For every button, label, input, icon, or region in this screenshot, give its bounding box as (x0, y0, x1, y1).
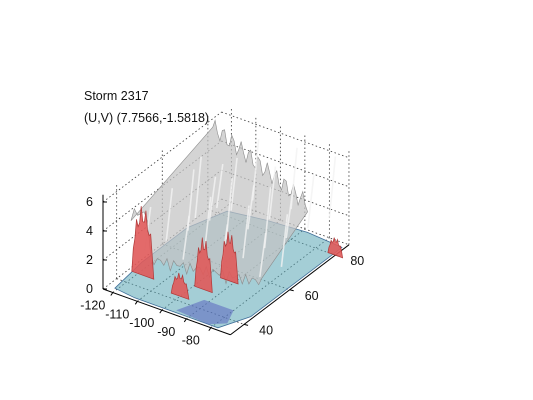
z-tick-label: 0 (86, 282, 93, 296)
surface-highlight (247, 185, 255, 230)
surface-highlight (182, 215, 190, 260)
z-tick-label: 4 (86, 224, 93, 238)
y-tick-label: 40 (259, 323, 273, 337)
x-tick-label: -100 (129, 316, 154, 330)
x-tick (159, 309, 163, 314)
x-tick (110, 292, 114, 296)
inner-isosurface (131, 206, 155, 280)
surface-base (176, 299, 234, 325)
x-tick (208, 327, 212, 331)
surface-highlight (259, 232, 267, 278)
x-tick (183, 318, 187, 323)
inner-isosurface (194, 237, 213, 294)
x-axis (102, 288, 231, 336)
grid-line (102, 111, 222, 203)
surface-highlight (203, 196, 212, 250)
x-tick-label: -120 (80, 299, 105, 313)
x-tick-label: -110 (105, 307, 129, 321)
chart-title: Storm 2317 (84, 89, 149, 103)
surface-highlight (216, 163, 224, 209)
x-tick-label: -80 (182, 334, 200, 348)
surface-highlight (194, 156, 202, 219)
surface-highlight (280, 214, 289, 267)
z-tick-label: 2 (86, 253, 93, 267)
grid-line (221, 140, 350, 188)
grid-line (221, 198, 350, 246)
inner-isosurface (327, 237, 344, 259)
surface-highlight (285, 193, 293, 239)
grid-line (221, 169, 350, 217)
chart-subtitle: (U,V) (7.7566,-1.5818) (84, 111, 210, 125)
y-tick (289, 289, 294, 292)
surface-highlight (328, 156, 337, 218)
surface-highlight (230, 157, 238, 211)
inner-isosurface (170, 272, 190, 300)
tick-labels: -120-110-100-90 -80 40 60 80 0 2 4 6 (80, 195, 364, 348)
y-tick-label: 60 (305, 289, 319, 303)
z-tick-label: 6 (86, 195, 93, 209)
inner-isosurface (220, 231, 239, 285)
storm-surface (114, 119, 344, 329)
surface-highlight (307, 175, 315, 229)
outer-isosurface (130, 119, 308, 286)
surface-highlight (165, 188, 174, 241)
y-tick (243, 323, 249, 326)
y-tick-label: 80 (350, 254, 364, 268)
surface-highlight (208, 176, 217, 221)
axes (102, 194, 350, 336)
surface-highlight (242, 205, 250, 259)
grid-line (221, 111, 350, 159)
x-tick (134, 301, 138, 305)
surface-highlight (268, 166, 277, 220)
x-tick-label: -90 (157, 325, 175, 339)
